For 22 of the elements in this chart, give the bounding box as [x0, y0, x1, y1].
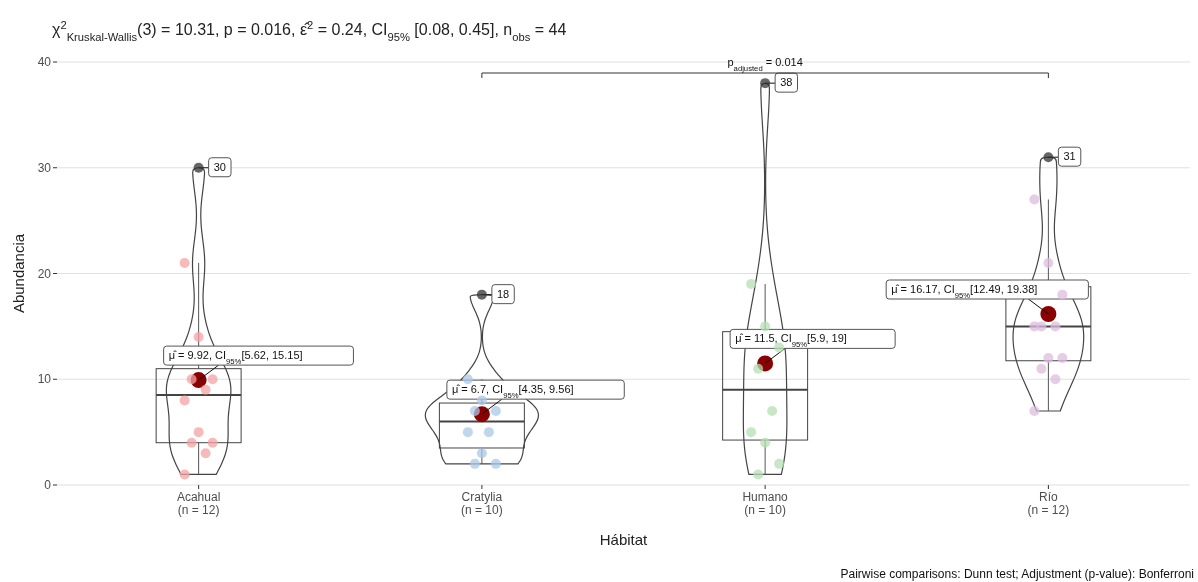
chart-title: χ$^{2}$$_{Kruskal-Wallis}$(3) = 10.31, p = 0.016, ε̂$^{2}$ = 0.24, CI$_{95%}$ [0.08, 0.45], n$_{obs}$ = 44 [52, 19, 567, 43]
annotation: μ̂ = 9.92, CI$_{95%}$[5.62, 15.15] [168, 349, 303, 366]
y-tick-label: 10 [37, 372, 52, 387]
annotation: 18 [496, 287, 510, 300]
y-tick-label: 20 [37, 266, 52, 281]
x-axis-title: Hábitat [599, 531, 649, 548]
y-tick-label: 40 [37, 55, 52, 70]
annotation: 31 [1063, 150, 1076, 163]
annotation: μ̂ = 11.5, CI$_{95%}$[5.9, 19] [735, 332, 847, 349]
annotation: 38 [780, 76, 793, 89]
text: Pairwise comparisons: Dunn test; Adjustment (p-value): Bonferroni [840, 567, 1194, 581]
annotation: μ̂ = 16.17, CI$_{95%}$[12.49, 19.38] [891, 283, 1038, 300]
annotation: 30 [213, 160, 226, 173]
annotation: p$_{adjusted}$ = 0.014 [727, 56, 803, 73]
x-tick-label: Río (n = 12) [1027, 490, 1070, 517]
x-tick-label: Cratylia (n = 10) [461, 490, 503, 517]
y-axis-title: Abundancia [10, 233, 27, 314]
x-tick-label: Acahual (n = 12) [176, 490, 221, 517]
y-tick-label: 0 [44, 478, 52, 493]
y-tick-label: 30 [37, 160, 52, 175]
annotation: μ̂ = 6.7, CI$_{95%}$[4.35, 9.56] [451, 383, 574, 400]
x-tick-label: Humano (n = 10) [742, 490, 789, 517]
